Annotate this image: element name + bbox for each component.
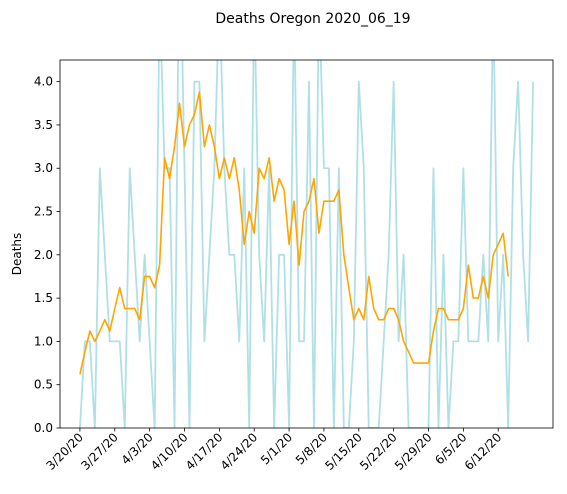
x-tick-label: 5/1/20 [258,430,295,467]
x-axis: 3/20/203/27/204/3/204/10/204/17/204/24/2… [43,428,504,473]
x-tick-label: 4/10/20 [148,430,191,473]
y-tick-label: 0.0 [34,421,53,435]
series-layer [79,60,534,428]
x-tick-label: 5/22/20 [357,430,400,473]
x-tick-label: 6/12/20 [462,430,505,473]
y-tick-label: 4.0 [34,75,53,89]
plot-frame [59,59,554,429]
x-tick-label: 4/17/20 [183,430,226,473]
x-tick-label: 5/29/20 [392,430,435,473]
x-tick-label: 3/20/20 [43,430,86,473]
y-tick-label: 3.0 [34,161,53,175]
y-tick-label: 3.5 [34,118,53,132]
y-tick-label: 1.0 [34,334,53,348]
series-line-2 [79,91,509,375]
x-tick-label: 5/15/20 [322,430,365,473]
y-tick-label: 0.5 [34,378,53,392]
x-tick-label: 4/24/20 [218,430,261,473]
chart-title: Deaths Oregon 2020_06_19 [215,11,410,27]
x-tick-label: 3/27/20 [78,430,121,473]
series-line-1 [79,60,534,428]
y-tick-label: 2.5 [34,205,53,219]
y-axis: 0.0 0.5 1.0 1.5 2.0 2.5 3.0 3.5 4.0 [34,75,60,435]
y-tick-label: 1.5 [34,291,53,305]
y-tick-label: 2.0 [34,248,53,262]
y-axis-label: Deaths [10,233,24,276]
